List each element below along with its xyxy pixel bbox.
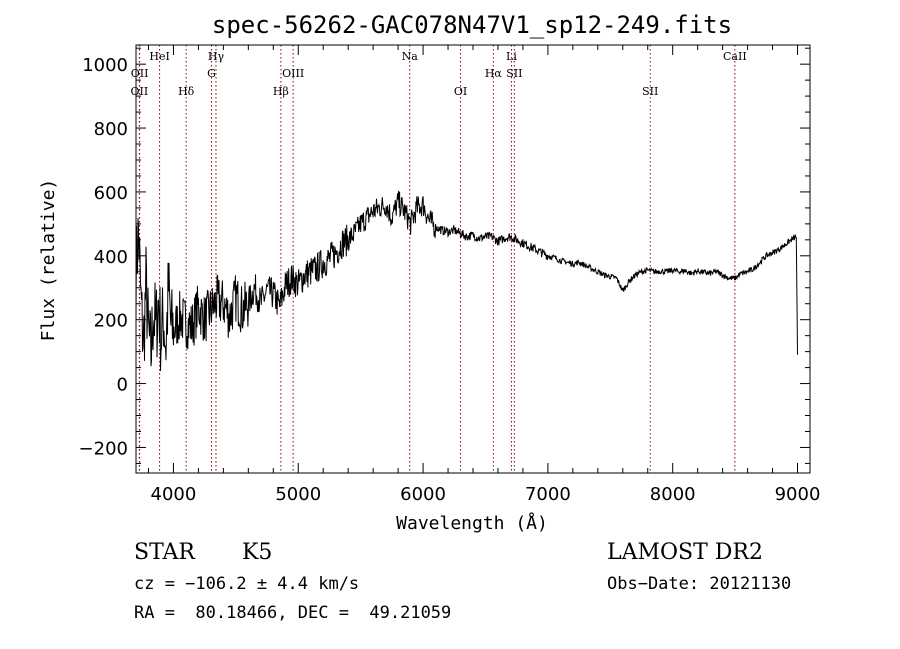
marker-label: OII xyxy=(131,85,149,98)
marker-label: SII xyxy=(642,85,658,98)
y-axis-label: Flux (relative) xyxy=(38,179,59,342)
marker-label: Na xyxy=(402,50,419,63)
marker-label: OII xyxy=(131,67,149,80)
x-tick-label: 6000 xyxy=(400,484,446,505)
marker-label: Hδ xyxy=(178,85,195,98)
y-tick-label: 600 xyxy=(94,183,128,204)
y-tick-label: 800 xyxy=(94,119,128,140)
x-tick-label: 9000 xyxy=(775,484,821,505)
y-tick-label: 1000 xyxy=(82,55,128,76)
spectrum-line xyxy=(135,190,798,372)
object-subclass: K5 xyxy=(242,540,273,565)
marker-label: OI xyxy=(454,85,467,98)
marker-label: Hγ xyxy=(208,50,225,63)
marker-label: HeI xyxy=(149,50,169,63)
plot-frame xyxy=(135,44,811,474)
marker-label: CaII xyxy=(723,50,747,63)
redshift-cz: cz = −106.2 ± 4.4 km/s xyxy=(134,574,360,594)
x-tick-label: 7000 xyxy=(525,484,571,505)
marker-label: Hα xyxy=(485,67,503,80)
x-tick-label: 4000 xyxy=(151,484,197,505)
x-tick-label: 5000 xyxy=(275,484,321,505)
x-axis-label: Wavelength (Å) xyxy=(396,512,548,534)
chart-title: spec-56262-GAC078N47V1_sp12-249.fits xyxy=(212,11,732,39)
x-tick-label: 8000 xyxy=(650,484,696,505)
y-tick-label: 400 xyxy=(94,247,128,268)
observation-date: Obs−Date: 20121130 xyxy=(607,574,792,594)
axes: 4000 5000 6000 7000 8000 9000 −200 0 200 400 600 80… xyxy=(79,45,821,505)
marker-label: Li xyxy=(506,50,517,63)
coordinates: RA = 80.18466, DEC = 49.21059 xyxy=(134,603,452,623)
y-tick-label: 0 xyxy=(117,375,128,396)
object-class: STAR xyxy=(134,540,195,565)
marker-label: OIII xyxy=(282,67,304,80)
spectrum-series xyxy=(135,190,798,372)
marker-label: Hβ xyxy=(273,85,289,98)
survey-name: LAMOST DR2 xyxy=(607,540,763,565)
marker-label: G xyxy=(207,67,216,80)
y-tick-label: 200 xyxy=(94,311,128,332)
marker-label: SII xyxy=(506,67,522,80)
y-tick-label: −200 xyxy=(79,438,128,459)
